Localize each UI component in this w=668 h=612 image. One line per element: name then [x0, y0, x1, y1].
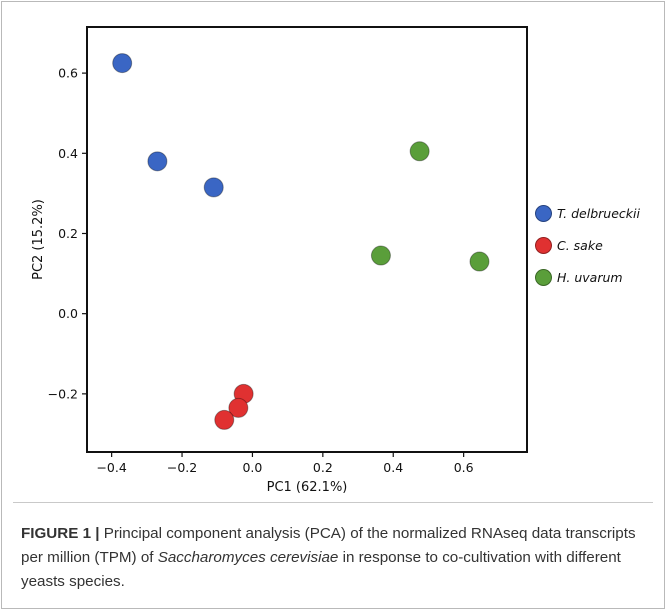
data-point-c-sake	[228, 397, 249, 418]
legend: T. delbrueckii C. sake H. uvarum	[535, 202, 640, 298]
x-tick-label: −0.2	[167, 460, 197, 475]
x-tick-label: 0.0	[242, 460, 262, 475]
x-tick-label: 0.4	[383, 460, 403, 475]
y-axis-label: PC2 (15.2%)	[31, 199, 46, 280]
legend-item-h-uvarum: H. uvarum	[535, 266, 640, 288]
caption-species: Saccharomyces cerevisiae	[157, 549, 339, 566]
data-point-h-uvarum	[409, 141, 430, 162]
y-tick-label: 0.0	[58, 306, 78, 321]
legend-item-c-sake: C. sake	[535, 234, 640, 256]
data-point-c-sake	[214, 409, 235, 430]
y-tick-label: 0.2	[58, 226, 78, 241]
legend-label-c-sake: C. sake	[557, 237, 603, 253]
pca-scatter-plot: −0.4 −0.2 0.0 0.2 0.4 0.6 −0.2 0.0 0.2 0.4 0.6 PC1 …	[31, 26, 528, 495]
x-tick-label: 0.6	[454, 460, 474, 475]
data-point-h-uvarum	[469, 251, 490, 272]
x-axis-label: PC1 (62.1%)	[267, 480, 348, 495]
y-tick-label: −0.2	[48, 386, 78, 401]
x-tick-label: −0.4	[96, 460, 126, 475]
caption-text-after: in response to co-cultivation with diffe…	[21, 549, 621, 590]
x-tick-label: 0.2	[313, 460, 333, 475]
y-tick-label: 0.6	[58, 66, 78, 81]
data-point-t-delbrueckii	[112, 53, 133, 74]
y-tick-label: 0.4	[58, 146, 78, 161]
legend-marker-c-sake	[535, 236, 552, 254]
legend-marker-t-delbrueckii	[535, 204, 552, 222]
legend-marker-h-uvarum	[535, 268, 552, 286]
legend-label-h-uvarum: H. uvarum	[557, 269, 623, 285]
legend-item-t-delbrueckii: T. delbrueckii	[535, 202, 640, 224]
plot-area-border	[86, 26, 528, 453]
data-point-t-delbrueckii	[203, 177, 224, 198]
caption-text-before: Principal component analysis (PCA) of th…	[21, 525, 636, 566]
caption-divider	[13, 502, 653, 503]
legend-label-t-delbrueckii: T. delbrueckii	[557, 205, 640, 221]
data-point-t-delbrueckii	[147, 151, 168, 172]
data-point-h-uvarum	[370, 245, 391, 266]
figure-caption: FIGURE 1 | Principal component analysis …	[21, 522, 651, 594]
caption-figure-label: FIGURE 1 |	[21, 525, 100, 542]
